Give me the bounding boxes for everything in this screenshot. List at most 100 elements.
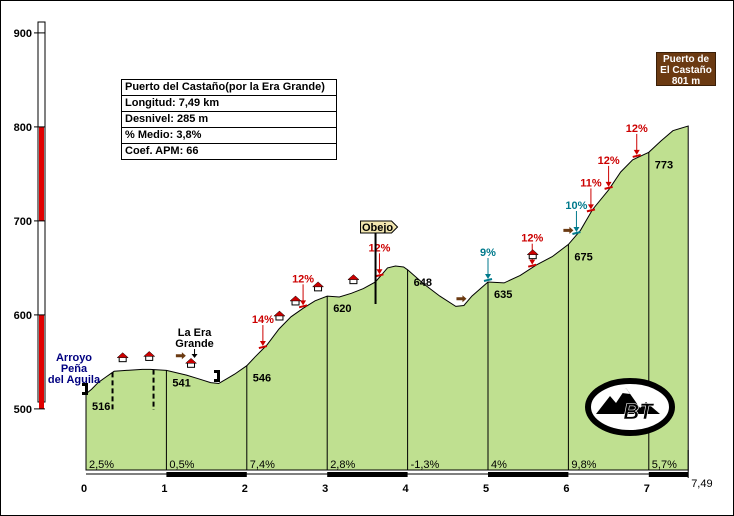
house-icon-4-roof bbox=[289, 295, 302, 302]
brown-arrow-icon-1 bbox=[175, 352, 186, 360]
ramp-label-1: 12% bbox=[292, 273, 314, 285]
altitude-scale-bar bbox=[34, 21, 46, 410]
summit-sign-line-2: El Castaño bbox=[660, 65, 712, 76]
village-sign-label: Obejo bbox=[362, 222, 393, 234]
info-coef: Coef. APM: 66 bbox=[125, 145, 199, 157]
x-tick-label-3: 3 bbox=[322, 483, 328, 495]
place-label-era-grande-line-0: La Era bbox=[178, 327, 213, 339]
ramp-markers: 14% 12% 12% 9% 12% 10% 11% 12% 12% bbox=[252, 123, 648, 350]
km-altitude-label-0: 516 bbox=[92, 401, 110, 413]
gate-icon-1 bbox=[82, 383, 88, 395]
ramp-label-0: 14% bbox=[252, 314, 274, 326]
x-end-label: 7,49 bbox=[691, 478, 712, 490]
gate-icon-2 bbox=[214, 370, 220, 382]
segment-gradient-4: -1,3% bbox=[411, 459, 440, 471]
y-tick-label-700: 700 bbox=[14, 216, 32, 228]
ramp-label-4: 12% bbox=[521, 233, 543, 245]
x-tick-label-1: 1 bbox=[161, 483, 167, 495]
ramp-segment-6 bbox=[586, 208, 596, 213]
house-icon-8-roof bbox=[526, 249, 539, 255]
bt-logo-text: BT bbox=[623, 399, 654, 424]
ramp-arrow-head-8 bbox=[633, 149, 640, 155]
baseline-segment-5 bbox=[488, 472, 569, 477]
house-icon-1-roof bbox=[116, 352, 129, 358]
segment-gradient-2: 7,4% bbox=[250, 459, 275, 471]
summit-sign-line-1: Puerto de bbox=[662, 54, 710, 65]
era-grande-arrow-head bbox=[191, 354, 198, 358]
km-altitude-labels: 516 541 546 620 648 635 675 773 bbox=[92, 159, 673, 413]
ramp-arrow-head-4 bbox=[529, 259, 536, 265]
x-tick-label-5: 5 bbox=[483, 483, 489, 495]
place-label-arroyo-line-2: del Aguila bbox=[48, 374, 101, 386]
house-icon-3-roof bbox=[184, 357, 198, 364]
y-tick-label-600: 600 bbox=[14, 310, 32, 322]
segment-gradient-0: 2,5% bbox=[89, 459, 114, 471]
km-altitude-label-1: 541 bbox=[172, 377, 190, 389]
house-icon-5-roof bbox=[273, 310, 286, 317]
village-sign-board bbox=[360, 220, 399, 234]
segment-gradient-6: 9,8% bbox=[571, 459, 596, 471]
scale-bar-red-band-1 bbox=[39, 314, 44, 409]
x-tick-label-4: 4 bbox=[403, 483, 410, 495]
baseline-segment-3 bbox=[327, 472, 408, 477]
km-divider-lines bbox=[165, 152, 650, 470]
ramp-segment-0 bbox=[258, 345, 268, 350]
scale-bar-red-band-0 bbox=[39, 126, 44, 221]
ramp-label-6: 11% bbox=[580, 177, 602, 189]
x-axis-baseline bbox=[86, 450, 689, 478]
ramp-segment-4 bbox=[527, 263, 537, 268]
info-desnivel: Desnivel: 285 m bbox=[122, 112, 336, 128]
x-tick-label-7: 7 bbox=[644, 483, 650, 495]
km-altitude-label-6: 675 bbox=[574, 251, 592, 263]
km-altitude-label-7: 773 bbox=[655, 159, 673, 171]
ramp-label-5: 10% bbox=[565, 200, 587, 212]
ramp-arrow-head-3 bbox=[485, 274, 491, 279]
segment-gradient-7: 5,7% bbox=[652, 459, 677, 471]
summit-sign: Puerto de El Castaño 801 m bbox=[656, 52, 716, 87]
ramp-segment-1 bbox=[298, 304, 308, 309]
bt-logo-mountains bbox=[596, 388, 660, 414]
ramp-segment-2 bbox=[375, 273, 384, 278]
route-icons bbox=[82, 226, 574, 412]
info-medio: % Medio: 3,8% bbox=[122, 128, 336, 144]
y-tick-label-500: 500 bbox=[14, 404, 32, 416]
y-tick-label-900: 900 bbox=[14, 28, 32, 40]
baseline-segment-1 bbox=[166, 472, 247, 477]
house-icon-6-roof bbox=[311, 281, 325, 288]
ramp-label-8: 12% bbox=[626, 123, 648, 135]
bt-logo: BT bbox=[585, 378, 675, 436]
info-longitud: Longitud: 7,49 km bbox=[122, 96, 336, 112]
ramp-label-3: 9% bbox=[480, 247, 496, 259]
x-tick-label-0: 0 bbox=[81, 483, 87, 495]
x-axis-tick-labels: 0 1 2 3 4 5 6 7 7,49 bbox=[81, 478, 713, 495]
bt-logo-snowcap bbox=[622, 388, 630, 394]
segment-gradient-labels: 2,5% 0,5% 7,4% 2,8% -1,3% 4% 9,8% 5,7% bbox=[89, 459, 677, 471]
segment-gradient-1: 0,5% bbox=[169, 459, 194, 471]
ramp-arrow-head-6 bbox=[587, 204, 594, 210]
summit-sign-line-3: 801 m bbox=[671, 76, 701, 87]
ramp-label-2: 12% bbox=[368, 242, 390, 254]
ramp-segment-5 bbox=[572, 231, 581, 235]
ramp-segment-8 bbox=[632, 153, 641, 158]
x-tick-label-2: 2 bbox=[242, 483, 248, 495]
km-altitude-label-2: 546 bbox=[253, 373, 271, 385]
ramp-arrow-head-2 bbox=[376, 269, 383, 275]
brown-arrow-icon-3 bbox=[563, 226, 574, 234]
ramp-segment-3 bbox=[483, 278, 493, 282]
segment-gradient-5: 4% bbox=[491, 459, 507, 471]
house-icon-7-roof bbox=[347, 274, 360, 280]
place-label-era-grande-line-1: Grande bbox=[175, 338, 214, 350]
info-title: Puerto del Castaño(por la Era Grande) bbox=[122, 80, 336, 96]
km-altitude-label-5: 635 bbox=[494, 289, 512, 301]
segment-gradient-3: 2,8% bbox=[330, 459, 355, 471]
ramp-arrow-head-0 bbox=[259, 341, 266, 347]
place-label-arroyo-line-1: Peña bbox=[61, 363, 88, 375]
ramp-arrow-head-7 bbox=[605, 181, 612, 187]
brown-arrow-icon-2 bbox=[456, 295, 467, 303]
x-tick-label-6: 6 bbox=[563, 483, 569, 495]
climb-info-box: Puerto del Castaño(por la Era Grande) Lo… bbox=[121, 79, 337, 160]
house-icon-2-roof bbox=[143, 351, 156, 357]
y-axis-tick-labels: 900 800 700 600 500 bbox=[14, 28, 32, 416]
km-altitude-label-3: 620 bbox=[333, 303, 351, 315]
